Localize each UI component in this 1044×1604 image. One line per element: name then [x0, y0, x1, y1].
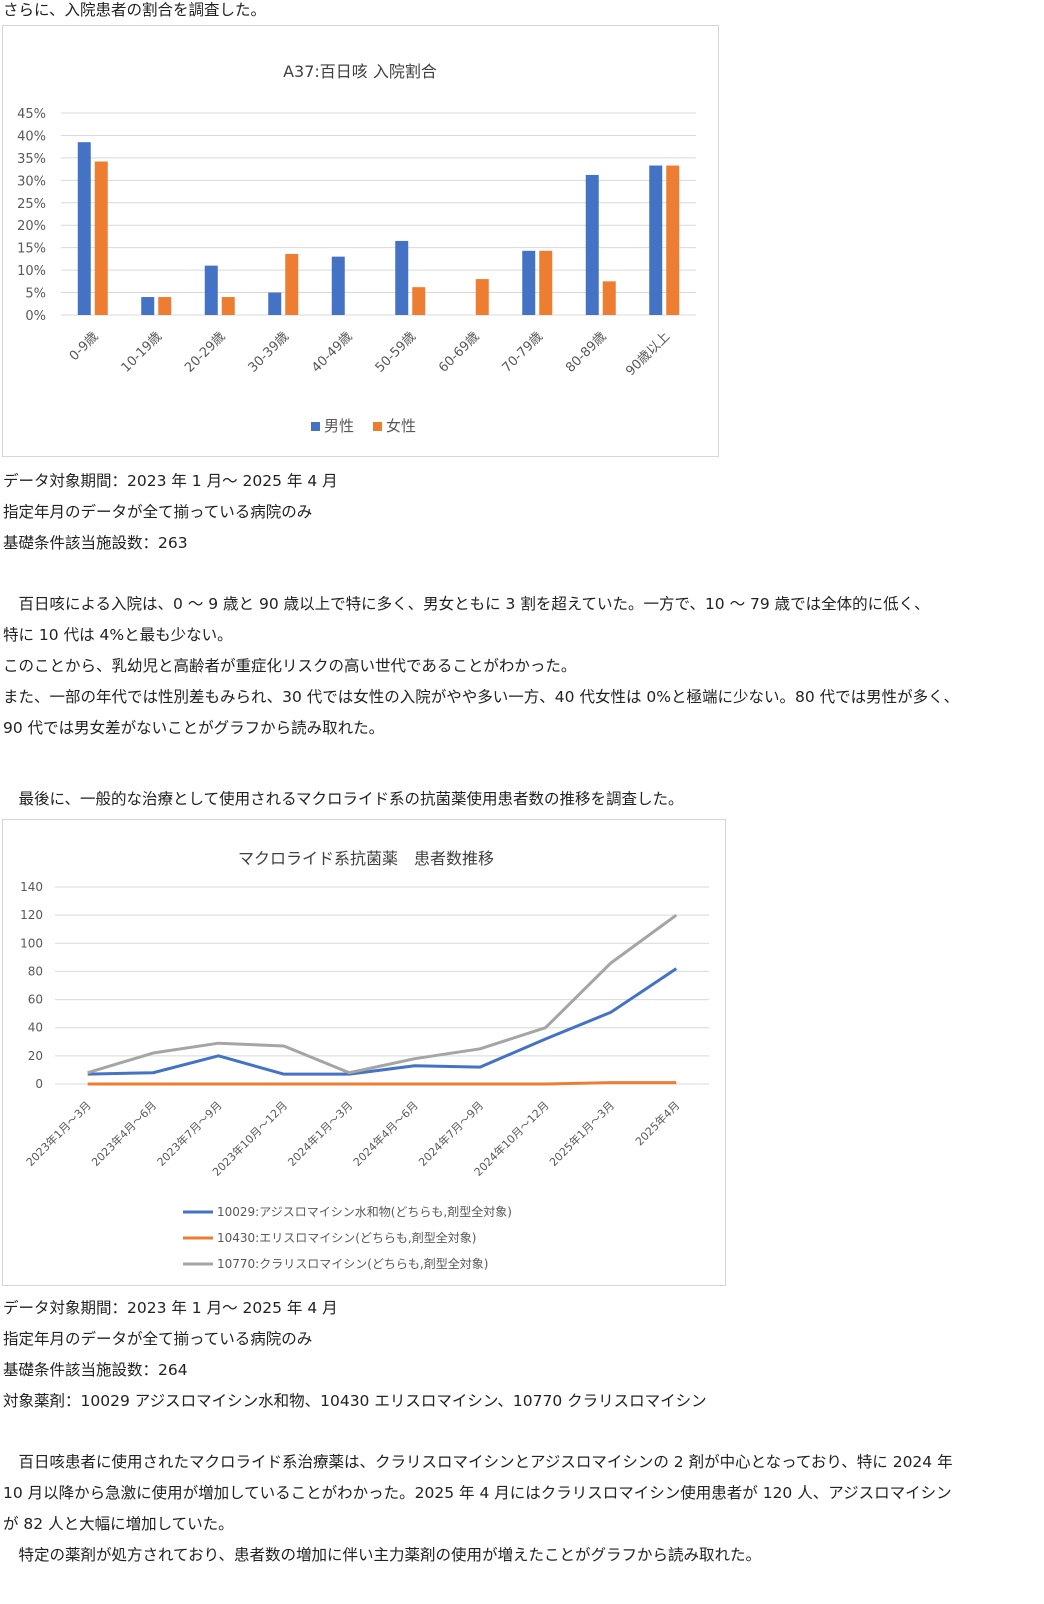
y-tick-label: 120	[20, 908, 43, 922]
bar-male	[585, 174, 599, 315]
y-tick-label: 45%	[17, 107, 46, 122]
x-tick-label: 40-49歳	[309, 329, 356, 376]
meta-1-line-1: データ対象期間：2023 年 1 月～ 2025 年 4 月	[3, 472, 338, 490]
legend-label: 10029:アジスロマイシン水和物(どちらも,剤型全対象)	[217, 1204, 512, 1219]
y-tick-label: 40	[28, 1021, 43, 1035]
meta-1-line-2: 指定年月のデータが全て揃っている病院のみ	[3, 503, 313, 521]
bar-female	[94, 161, 108, 315]
bar-chart-hospitalization: A37:百日咳 入院割合 45% 40% 35% 30% 25% 20% 15% 10% 5% 0%…	[17, 62, 696, 435]
x-tick-label: 2024年4月～6月	[350, 1098, 421, 1169]
legend-swatch	[373, 422, 382, 431]
intro-text-1: さらに、入院患者の割合を調査した。	[3, 1, 267, 19]
bar-male	[331, 256, 345, 315]
bar-male	[141, 297, 155, 315]
paragraph-1-line-4: また、一部の年代では性別差もみられ、30 代では女性の入院がやや多い一方、40 …	[3, 688, 960, 706]
bar-female	[475, 279, 489, 315]
bar-female	[158, 297, 172, 315]
x-tick-label: 2023年4月～6月	[89, 1098, 160, 1169]
x-tick-label: 30-39歳	[246, 329, 293, 376]
y-tick-label: 80	[28, 964, 43, 978]
series-line-1	[87, 967, 678, 1076]
legend-label: 女性	[386, 417, 416, 435]
y-tick-label: 60	[28, 993, 43, 1007]
chart-2-frame: マクロライド系抗菌薬 患者数推移 140 120 100 80 60 40 20 0 2023年1…	[2, 819, 726, 1286]
paragraph-1-line-2: 特に 10 代は 4%と最も少ない。	[3, 626, 233, 644]
y-tick-label: 0%	[25, 309, 46, 324]
y-tick-label: 25%	[17, 197, 46, 212]
x-tick-label: 2025年1月～3月	[546, 1098, 617, 1169]
bar-female	[539, 250, 553, 315]
y-tick-label: 20	[28, 1049, 43, 1063]
bar-male	[395, 240, 409, 315]
chart-1-frame: A37:百日咳 入院割合 45% 40% 35% 30% 25% 20% 15% 10% 5% 0%…	[2, 25, 719, 457]
bar-female	[666, 165, 680, 315]
paragraph-1-line-5: 90 代では男女差がないことがグラフから読み取れた。	[3, 719, 385, 737]
legend-label: 10430:エリスロマイシン(どちらも,剤型全対象)	[217, 1230, 476, 1245]
x-tick-label: 2023年1月～3月	[23, 1098, 94, 1169]
legend-swatch	[311, 422, 320, 431]
y-tick-label: 30%	[17, 174, 46, 189]
y-tick-label: 10%	[17, 264, 46, 279]
bar-male	[204, 265, 218, 315]
x-tick-label: 0-9歳	[67, 329, 102, 364]
meta-2-line-4: 対象薬剤：10029 アジスロマイシン水和物、10430 エリスロマイシン、10…	[3, 1392, 707, 1410]
y-tick-label: 100	[20, 936, 43, 950]
bar-male	[522, 250, 536, 315]
x-tick-label: 70-79歳	[500, 329, 547, 376]
y-tick-label: 40%	[17, 129, 46, 144]
series-line-3	[87, 913, 678, 1075]
paragraph-1-line-1: 百日咳による入院は、0 ～ 9 歳と 90 歳以上で特に多く、男女ともに 3 割…	[3, 595, 930, 613]
paragraph-1-line-3: このことから、乳幼児と高齢者が重症化リスクの高い世代であることがわかった。	[3, 657, 577, 675]
y-tick-label: 35%	[17, 152, 46, 167]
x-tick-label: 2024年7月～9月	[416, 1098, 487, 1169]
x-tick-label: 20-29歳	[182, 329, 229, 376]
x-tick-label: 50-59歳	[373, 329, 420, 376]
x-tick-label: 80-89歳	[563, 329, 610, 376]
bar-female	[412, 287, 426, 315]
intro-text-2: 最後に、一般的な治療として使用されるマクロライド系の抗菌薬使用患者数の推移を調査…	[3, 790, 684, 808]
meta-2-line-2: 指定年月のデータが全て揃っている病院のみ	[3, 1330, 313, 1348]
x-tick-label: 90歳以上	[623, 329, 673, 379]
chart-2-title: マクロライド系抗菌薬 患者数推移	[238, 849, 494, 868]
bar-male	[77, 142, 91, 315]
paragraph-2-line-4: 特定の薬剤が処方されており、患者数の増加に伴い主力薬剤の使用が増えたことがグラフ…	[3, 1546, 761, 1564]
y-tick-label: 0	[35, 1077, 43, 1091]
legend-label: 10770:クラリスロマイシン(どちらも,剤型全対象)	[217, 1256, 488, 1271]
bar-male	[649, 165, 663, 315]
line-chart-macrolide: マクロライド系抗菌薬 患者数推移 140 120 100 80 60 40 20 0 2023年1…	[20, 849, 709, 1271]
bar-male	[268, 292, 282, 315]
x-tick-label: 2023年7月～9月	[154, 1098, 225, 1169]
series-line-2	[87, 1081, 677, 1086]
bar-female	[221, 297, 235, 315]
bar-female	[285, 253, 299, 315]
meta-2-line-3: 基礎条件該当施設数：264	[3, 1361, 188, 1379]
paragraph-2-line-2: 10 月以降から急激に使用が増加していることがわかった。2025 年 4 月には…	[3, 1484, 952, 1502]
x-tick-label: 2024年1月～3月	[285, 1098, 356, 1169]
y-tick-label: 20%	[17, 219, 46, 234]
y-tick-label: 140	[20, 880, 43, 894]
y-tick-label: 15%	[17, 242, 46, 257]
bar-female	[602, 281, 616, 315]
x-tick-label: 10-19歳	[119, 329, 166, 376]
chart-1-title: A37:百日咳 入院割合	[283, 62, 437, 81]
meta-1-line-3: 基礎条件該当施設数：263	[3, 534, 188, 552]
paragraph-2-line-1: 百日咳患者に使用されたマクロライド系治療薬は、クラリスロマイシンとアジスロマイシ…	[3, 1453, 953, 1471]
y-tick-label: 5%	[25, 287, 46, 302]
paragraph-2-line-3: が 82 人と大幅に増加していた。	[3, 1515, 234, 1533]
x-tick-label: 60-69歳	[436, 329, 483, 376]
x-tick-label: 2025年4月	[632, 1098, 682, 1148]
meta-2-line-1: データ対象期間：2023 年 1 月～ 2025 年 4 月	[3, 1299, 338, 1317]
legend-label: 男性	[324, 417, 354, 435]
